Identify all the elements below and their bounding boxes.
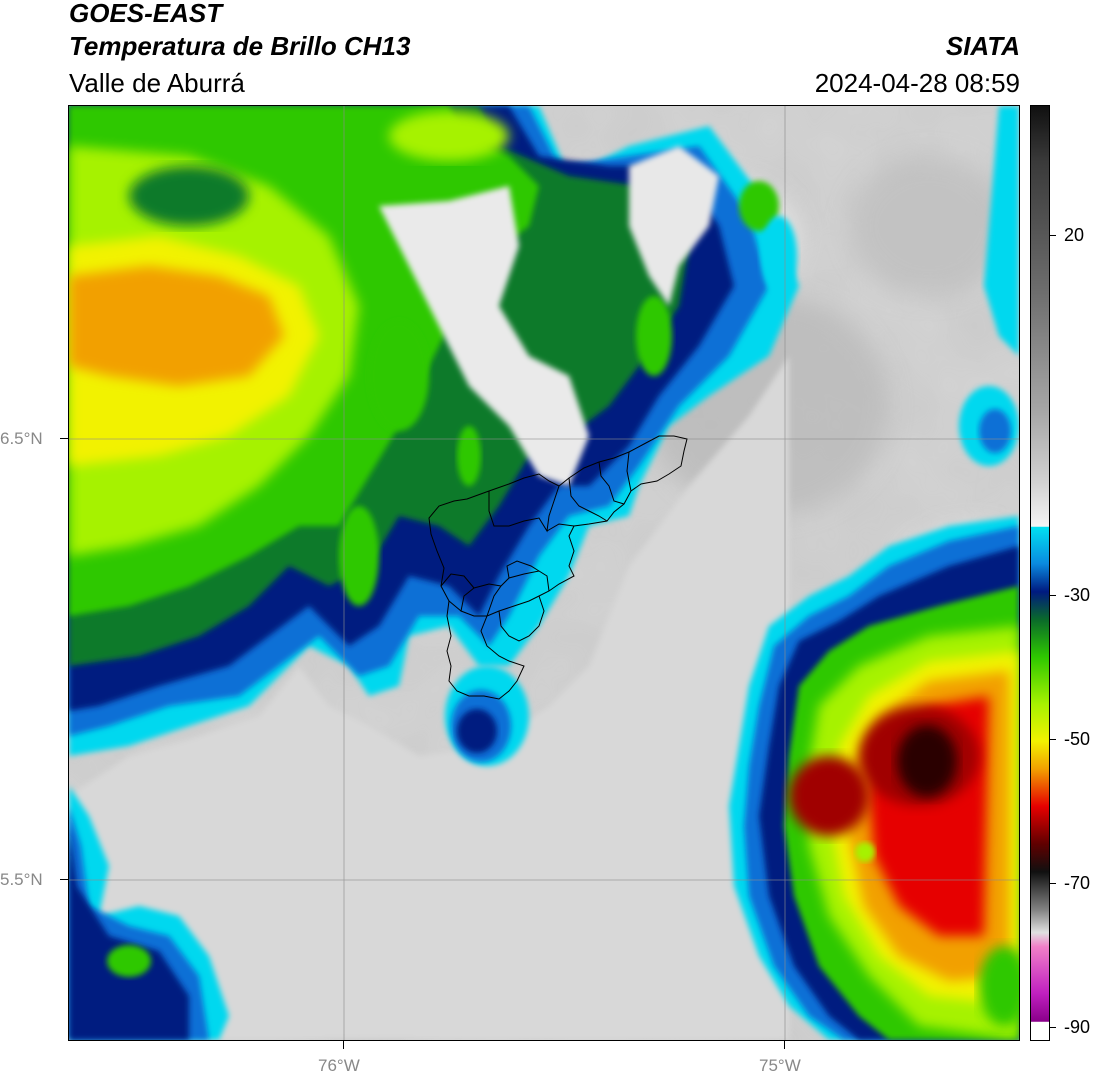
colorbar-tick <box>1050 1027 1056 1028</box>
map-gridlines <box>69 106 1019 1040</box>
southwest-cloud <box>69 786 229 1040</box>
lon-label-76: 76°W <box>318 1056 360 1075</box>
agency-label: SIATA <box>945 31 1020 61</box>
brightness-temperature-map <box>68 105 1020 1041</box>
product-title: Temperatura de Brillo CH13 <box>69 31 411 61</box>
lon-tick <box>343 1041 344 1049</box>
colorbar-tick-label: -90 <box>1064 1017 1091 1037</box>
colorbar-gradient <box>1031 106 1049 1040</box>
lat-label-6-5: 6.5°N <box>0 429 43 448</box>
lat-label-5-5: 5.5°N <box>0 870 43 889</box>
colorbar-tick <box>1050 883 1056 884</box>
southeast-storm <box>729 516 1019 1040</box>
colorbar-tick-label: -30 <box>1064 585 1091 605</box>
colorbar-tick-label: -70 <box>1064 873 1091 893</box>
clear-wedge <box>69 146 789 1040</box>
colorbar-tick-label: 20 <box>1064 225 1085 245</box>
municipal-boundaries <box>428 435 688 700</box>
colorbar-tick-label: -50 <box>1064 729 1091 749</box>
temperature-colorbar <box>1030 105 1050 1041</box>
colorbar-tick <box>1050 235 1056 236</box>
region-subtitle: Valle de Aburrá <box>69 68 245 98</box>
isolated-cell <box>445 666 529 766</box>
lat-tick <box>60 438 68 439</box>
lat-tick <box>60 879 68 880</box>
colorbar-tick <box>1050 739 1056 740</box>
timestamp-label: 2024-04-28 08:59 <box>814 68 1020 98</box>
map-canvas <box>69 106 1019 1040</box>
lon-label-75: 75°W <box>759 1056 801 1075</box>
satellite-title: GOES-EAST <box>69 0 223 28</box>
northeast-cloud <box>761 106 1019 466</box>
northwest-cloud-system <box>69 106 799 756</box>
colorbar-tick <box>1050 595 1056 596</box>
lon-tick <box>784 1041 785 1049</box>
